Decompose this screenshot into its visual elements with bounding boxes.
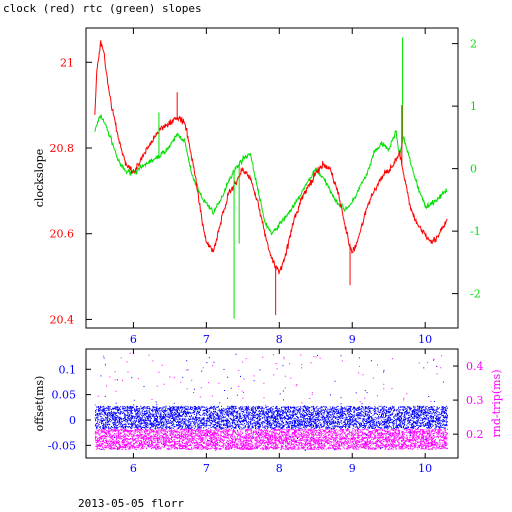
slope-x-tick-label-7: 7	[203, 333, 210, 346]
clockslope-y-tick-label-3: 21	[60, 56, 74, 69]
slope-x-tick-label-8: 8	[276, 333, 283, 346]
offset-points-group	[94, 353, 448, 451]
offset-y-tick-label-0: -0.05	[48, 439, 76, 452]
rtc-y2-tick-label--1: -1	[470, 225, 481, 238]
chart-title: clock (red) rtc (green) slopes	[3, 2, 202, 15]
rtc-y2-tick-label-0: 0	[470, 163, 477, 176]
rtc-y2-tick-label--2: -2	[470, 288, 481, 301]
clock-series-line	[94, 40, 448, 275]
footer-label: 2013-05-05 florr	[78, 497, 184, 510]
offset-y-tick-label-3: 0.1	[59, 363, 77, 376]
offset-x-tick-label-10: 10	[418, 462, 432, 475]
rnd-trip-y2-tick-label-0.3: 0.3	[466, 394, 484, 407]
clockslope-y-tick-label-1: 20.6	[50, 228, 75, 241]
rnd-trip-y2-tick-label-0.4: 0.4	[466, 360, 484, 373]
clockslope-y-tick-label-2: 20.8	[50, 142, 75, 155]
offset-x-tick-label-8: 8	[276, 462, 283, 475]
rnd-trip-points	[94, 352, 448, 450]
slope-x-tick-label-6: 6	[130, 333, 137, 346]
rtc-y2-tick-label-1: 1	[470, 100, 477, 113]
offset-y-tick-label-1: 0	[69, 414, 76, 427]
slope-plot-area	[94, 37, 448, 319]
rnd-trip-axis-label: rnd-trip(ms)	[490, 370, 503, 438]
offset-y-tick-label-2: 0.05	[52, 389, 77, 402]
offset-x-tick-label-7: 7	[203, 462, 210, 475]
rnd-trip-points-group	[94, 352, 448, 450]
slope-x-tick-label-10: 10	[418, 333, 432, 346]
rnd-trip-y2-tick-label-0.2: 0.2	[466, 428, 484, 441]
rtc-y2-tick-label-2: 2	[470, 38, 477, 51]
offset-plot-frame	[85, 348, 459, 459]
clockslope-y-tick-label-0: 20.4	[50, 313, 75, 326]
slope-plot-frame	[85, 27, 459, 329]
offset-axis-label: offset(ms)	[33, 376, 46, 432]
clockslope-axis-label: clockslope	[33, 149, 46, 207]
rtc-series-line	[94, 114, 448, 236]
offset-points	[94, 353, 448, 451]
offset-x-tick-label-6: 6	[130, 462, 137, 475]
slope-x-tick-label-9: 9	[349, 333, 356, 346]
offset-x-tick-label-9: 9	[349, 462, 356, 475]
